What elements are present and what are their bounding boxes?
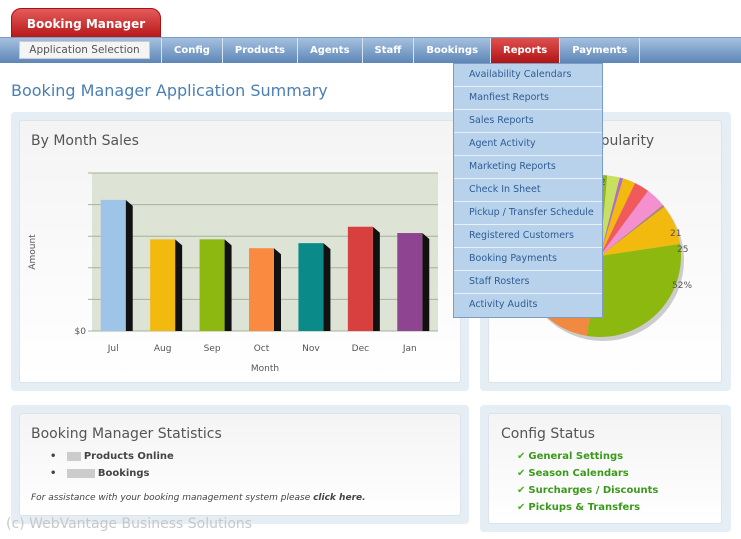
bar-shadow (372, 226, 380, 331)
pie-slice (600, 182, 649, 256)
nav-bookings[interactable]: Bookings (414, 38, 492, 63)
menu-check-in-sheet[interactable]: Check In Sheet (454, 179, 602, 202)
assistance-label: For assistance with your booking managem… (31, 493, 314, 503)
config-label: General Settings (528, 451, 624, 462)
stat-label: Products Online (83, 451, 174, 462)
sales-bar-chart: $0 Amount Month Jul Aug Sep Oct Nov Dec Jan (28, 172, 438, 374)
booking-manager-tab[interactable]: Booking Manager (11, 8, 161, 38)
x-tick-label: Sep (204, 344, 221, 354)
x-tick-label: Aug (154, 344, 172, 354)
nav-divider (150, 38, 162, 63)
check-icon: ✔ (517, 485, 526, 496)
x-tick-label: Dec (352, 344, 369, 354)
page-title: Booking Manager Application Summary (11, 81, 328, 100)
application-selection-button[interactable]: Application Selection (19, 41, 150, 59)
nav-products[interactable]: Products (223, 38, 298, 63)
menu-registered-customers[interactable]: Registered Customers (454, 225, 602, 248)
menu-availability-calendars[interactable]: Availability Calendars (454, 64, 602, 87)
bar-sep (199, 239, 225, 331)
check-icon: ✔ (517, 468, 526, 479)
y-tick-label: $0 (75, 327, 87, 337)
bar-shadow (224, 239, 232, 331)
pie-slice (586, 243, 681, 337)
bar-aug (150, 239, 176, 331)
bar-oct (249, 248, 274, 331)
config-label: Pickups & Transfers (528, 502, 641, 513)
pie-slice (600, 206, 681, 256)
config-season-calendars[interactable]: ✔ Season Calendars (517, 468, 629, 479)
menu-booking-payments[interactable]: Booking Payments (454, 248, 602, 271)
pie-slice (600, 190, 663, 256)
pie-data-label: 52% (672, 281, 692, 291)
menu-marketing-reports[interactable]: Marketing Reports (454, 156, 602, 179)
menu-sales-reports[interactable]: Sales Reports (454, 110, 602, 133)
config-label: Surcharges / Discounts (528, 485, 659, 496)
main-nav: Application Selection Config Products Ag… (0, 37, 741, 63)
x-tick-label: Oct (254, 344, 270, 354)
nav-config[interactable]: Config (162, 38, 223, 63)
popularity-card-title: opularity (592, 133, 655, 149)
bar-shadow (274, 248, 281, 331)
nav-staff[interactable]: Staff (363, 38, 415, 63)
footer-copyright: (c) WebVantage Business Solutions (6, 516, 253, 532)
config-surcharges[interactable]: ✔ Surcharges / Discounts (517, 485, 658, 496)
nav-reports[interactable]: Reports (491, 38, 561, 63)
menu-manifest-reports[interactable]: Manfiest Reports (454, 87, 602, 110)
reports-dropdown-menu: Availability Calendars Manfiest Reports … (453, 63, 603, 318)
menu-activity-audits[interactable]: Activity Audits (469, 299, 538, 310)
assistance-text: For assistance with your booking managem… (31, 493, 366, 503)
pie-slice (600, 175, 620, 256)
stats-card-title: Booking Manager Statistics (31, 426, 222, 442)
nav-agents[interactable]: Agents (298, 38, 363, 63)
pie-slice (600, 204, 665, 256)
sales-card-title: By Month Sales (31, 133, 139, 149)
bar-dec (347, 226, 373, 331)
config-card-title: Config Status (501, 426, 595, 442)
pie-data-label: 25 (677, 245, 688, 255)
menu-staff-rosters[interactable]: Staff Rosters (454, 271, 602, 294)
menu-agent-activity[interactable]: Agent Activity (454, 133, 602, 156)
nav-payments[interactable]: Payments (560, 38, 641, 63)
pie-data-label: 21 (670, 229, 681, 239)
redacted-count (66, 468, 95, 478)
pie-slice (600, 178, 636, 256)
config-pickups[interactable]: ✔ Pickups & Transfers (517, 502, 640, 513)
x-axis-label: Month (251, 364, 279, 374)
stats-card (19, 413, 461, 516)
y-axis-label: Amount (28, 234, 38, 270)
stat-products-online: • Products Online (50, 451, 174, 462)
bar-shadow (422, 233, 430, 331)
x-tick-label: Nov (302, 344, 320, 354)
menu-pickup-transfer-schedule[interactable]: Pickup / Transfer Schedule (454, 202, 602, 225)
stat-bookings: • Bookings (50, 468, 150, 479)
x-tick-label: Jan (402, 344, 417, 354)
bar-jul (100, 199, 126, 331)
check-icon: ✔ (517, 451, 526, 462)
config-card (488, 413, 722, 524)
config-general-settings[interactable]: ✔ General Settings (517, 451, 623, 462)
bar-jan (397, 233, 423, 331)
bar-nov (298, 243, 324, 331)
bar-shadow (175, 239, 183, 331)
redacted-count (66, 451, 81, 461)
click-here-link[interactable]: click here. (313, 493, 366, 503)
check-icon: ✔ (517, 502, 526, 513)
bar-shadow (323, 243, 331, 331)
pie-slice (600, 177, 624, 256)
bar-shadow (125, 199, 133, 331)
config-label: Season Calendars (528, 468, 629, 479)
x-tick-label: Jul (107, 344, 119, 354)
stat-label: Bookings (97, 468, 150, 479)
